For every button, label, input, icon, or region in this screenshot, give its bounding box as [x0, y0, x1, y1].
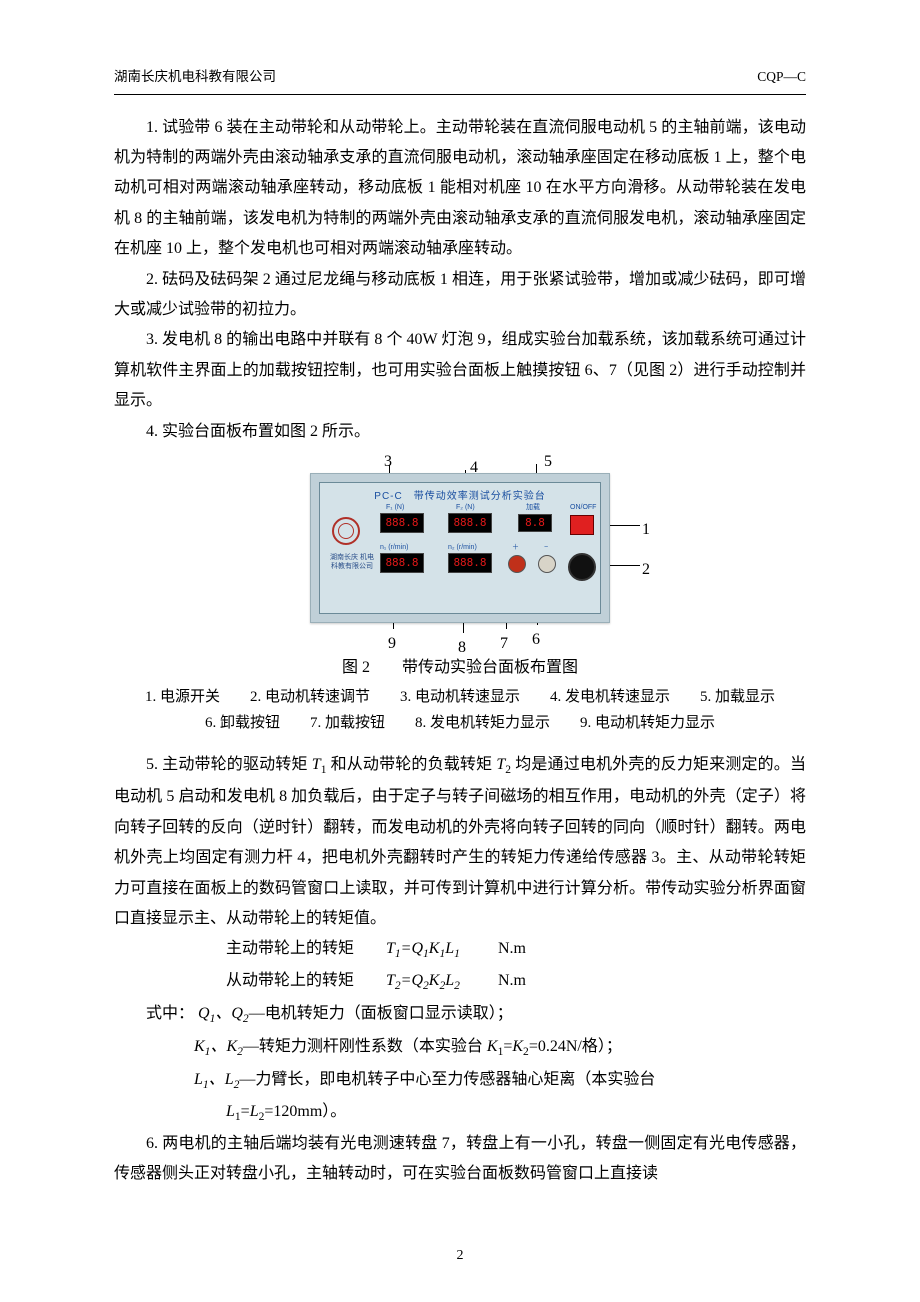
speed-knob[interactable] [568, 553, 596, 581]
company-logo-icon [332, 517, 360, 545]
formula-row-1: 主动带轮上的转矩 T1=Q1K1L1 N.m [226, 934, 806, 966]
paragraph-4: 4. 实验台面板布置如图 2 所示。 [114, 417, 806, 447]
page-number: 2 [457, 1243, 464, 1270]
paragraph-6: 6. 两电机的主轴后端均装有光电测速转盘 7，转盘上有一小孔，转盘一侧固定有光电… [114, 1129, 806, 1190]
figure-2-legend: 1. 电源开关 2. 电动机转速调节 3. 电动机转速显示 4. 发电机转速显示… [114, 685, 806, 736]
where-line-3: L1、L2—力臂长，即电机转子中心至力传感器轴心矩离（本实验台 [194, 1064, 806, 1097]
where-block: 式中： Q1、Q2—电机转矩力（面板窗口显示读取）； K1、K2—转矩力测杆刚性… [146, 998, 806, 1129]
header-right: CQP—C [757, 64, 806, 90]
led-motor-speed [380, 513, 424, 533]
load-sub-button[interactable] [538, 555, 556, 573]
legend-line-2: 6. 卸载按钮 7. 加载按钮 8. 发电机转矩力显示 9. 电动机转矩力显示 [114, 711, 806, 737]
formula-1-label: 主动带轮上的转矩 [226, 934, 386, 966]
legend-line-1: 1. 电源开关 2. 电动机转速调节 3. 电动机转速显示 4. 发电机转速显示… [114, 685, 806, 711]
paragraph-5: 5. 主动带轮的驱动转矩 T1 和从动带轮的负载转矩 T2 均是通过电机外壳的反… [114, 750, 806, 934]
formula-2-eq: T2=Q2K2L2 [386, 966, 498, 998]
callout-6: 6 [532, 625, 540, 655]
p5-part3: 均是通过电机外壳的反力矩来测定的。当电动机 5 启动和发电机 8 加负载后，由于… [114, 756, 806, 927]
power-switch[interactable] [570, 515, 594, 535]
callout-9: 9 [388, 629, 396, 659]
where-txt-3b: L1=L2=120mm）。 [226, 1103, 346, 1120]
label-plus: ＋ [512, 541, 519, 554]
led-gen-torque [448, 553, 492, 573]
sym-T1: T [312, 756, 321, 773]
formula-row-2: 从动带轮上的转矩 T2=Q2K2L2 N.m [226, 966, 806, 998]
where-txt-1: —电机转矩力（面板窗口显示读取）； [249, 1005, 513, 1022]
paragraph-3: 3. 发电机 8 的输出电路中并联有 8 个 40W 灯泡 9，组成实验台加载系… [114, 325, 806, 416]
where-line-1: 式中： Q1、Q2—电机转矩力（面板窗口显示读取）； [146, 998, 806, 1031]
panel-inner: PC-C 带传动效率测试分析实验台 湖南长庆 机电科教有限公司 F₁ (N) F… [319, 482, 601, 614]
led-load [518, 514, 552, 532]
where-sym-K: K1、K2 [194, 1038, 243, 1055]
page-header: 湖南长庆机电科教有限公司 CQP—C [114, 64, 806, 95]
formula-1-eq: T1=Q1K1L1 [386, 934, 498, 966]
p5-part2: 和从动带轮的负载转矩 [326, 756, 496, 773]
panel-holder: 3 4 5 1 2 9 8 7 6 PC-C 带传动效率测试分析实验台 湖南长庆… [310, 473, 610, 623]
formula-2-label: 从动带轮上的转矩 [226, 966, 386, 998]
company-text: 湖南长庆 机电科教有限公司 [330, 553, 374, 571]
where-txt-2: —转矩力测杆刚性系数（本实验台 K1=K2=0.24N/格）； [243, 1038, 622, 1055]
callout-8: 8 [458, 633, 466, 663]
p5-part1: 5. 主动带轮的驱动转矩 [146, 756, 312, 773]
header-left: 湖南长庆机电科教有限公司 [114, 64, 276, 90]
load-add-button[interactable] [508, 555, 526, 573]
label-onoff: ON/OFF [570, 501, 596, 514]
where-sym-L: L1、L2 [194, 1071, 239, 1088]
figure-2-wrap: 3 4 5 1 2 9 8 7 6 PC-C 带传动效率测试分析实验台 湖南长庆… [114, 473, 806, 736]
formula-2-unit: N.m [498, 966, 526, 998]
led-gen-speed [448, 513, 492, 533]
formula-1-unit: N.m [498, 934, 526, 966]
sym-T2: T [496, 756, 505, 773]
control-panel: PC-C 带传动效率测试分析实验台 湖南长庆 机电科教有限公司 F₁ (N) F… [310, 473, 610, 623]
callout-7: 7 [500, 629, 508, 659]
where-lead: 式中： [146, 1005, 194, 1022]
paragraph-1: 1. 试验带 6 装在主动带轮和从动带轮上。主动带轮装在直流伺服电动机 5 的主… [114, 113, 806, 265]
label-minus: − [544, 541, 548, 554]
where-txt-3a: —力臂长，即电机转子中心至力传感器轴心矩离（本实验台 [239, 1071, 655, 1088]
where-line-2: K1、K2—转矩力测杆刚性系数（本实验台 K1=K2=0.24N/格）； [194, 1031, 806, 1064]
formula-block: 主动带轮上的转矩 T1=Q1K1L1 N.m 从动带轮上的转矩 T2=Q2K2L… [226, 934, 806, 998]
led-motor-torque [380, 553, 424, 573]
callout-1: 1 [642, 515, 650, 545]
where-line-3b: L1=L2=120mm）。 [226, 1096, 806, 1129]
callout-2: 2 [642, 555, 650, 585]
where-sym-Q: Q1、Q2 [198, 1005, 249, 1022]
paragraph-2: 2. 砝码及砝码架 2 通过尼龙绳与移动底板 1 相连，用于张紧试验带，增加或减… [114, 265, 806, 326]
